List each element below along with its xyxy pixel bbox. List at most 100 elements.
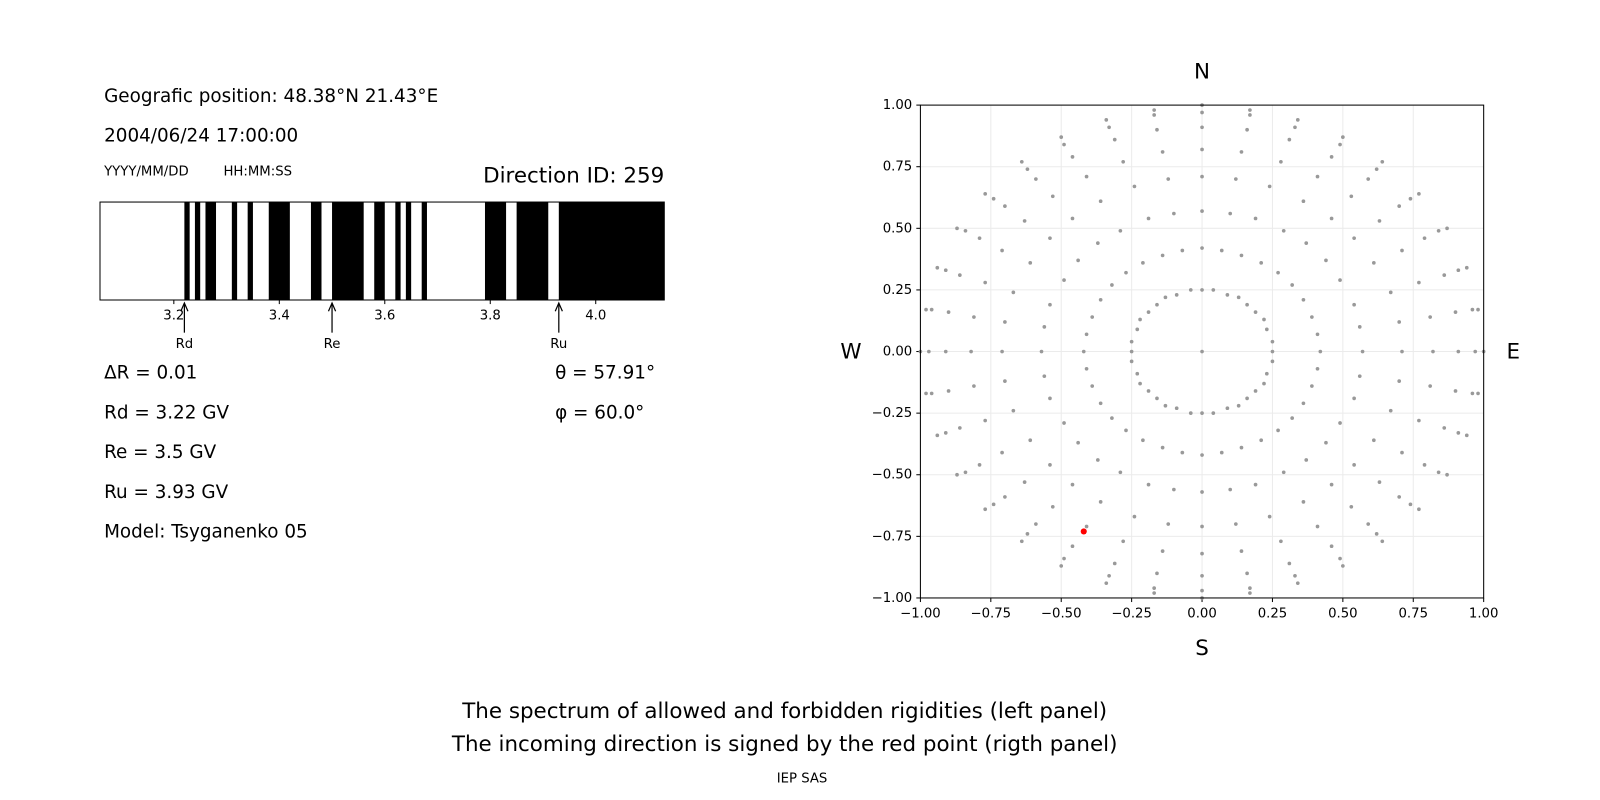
direction-point [1276, 428, 1280, 433]
direction-point [1264, 327, 1269, 332]
direction-point [958, 273, 962, 277]
direction-point [1135, 371, 1140, 376]
direction-point [1011, 290, 1016, 295]
direction-point [935, 433, 940, 438]
x-tick-label: 0.00 [1187, 606, 1217, 621]
marker-arrowhead [327, 301, 337, 312]
direction-point [1357, 325, 1362, 329]
direction-point [1211, 288, 1216, 292]
direction-point [1270, 359, 1275, 364]
direction-point [1050, 504, 1055, 509]
direction-point [1341, 135, 1345, 139]
direction-point [1352, 396, 1356, 401]
direction-point [1080, 528, 1087, 535]
direction-point [1107, 573, 1111, 578]
x-tick-label: −0.25 [1111, 606, 1152, 621]
direction-point [1453, 389, 1458, 393]
direction-point [1276, 270, 1280, 275]
direction-point [1380, 159, 1385, 164]
direction-point [1070, 482, 1075, 487]
direction-point [1200, 147, 1204, 152]
direction-point [1000, 450, 1004, 455]
x-tick-label: −0.50 [1041, 606, 1082, 621]
direction-point [1341, 564, 1345, 568]
direction-point [983, 418, 988, 423]
direction-point [1239, 445, 1244, 450]
allowed-band [558, 202, 665, 300]
direction-point [1096, 458, 1100, 462]
allowed-band [194, 202, 201, 300]
direction-point [1310, 384, 1314, 388]
direction-point [1388, 290, 1393, 295]
direction-point [1304, 458, 1309, 462]
direction-point [1352, 236, 1356, 241]
direction-point [1188, 288, 1193, 292]
direction-point [1211, 411, 1216, 415]
direction-point [1107, 125, 1111, 130]
direction-point [1000, 248, 1004, 253]
direction-point [1062, 421, 1066, 425]
direction-point [1200, 125, 1204, 130]
allowed-band [231, 202, 238, 300]
allowed-band [421, 202, 427, 300]
direction-point [1470, 391, 1475, 396]
direction-point [1219, 248, 1224, 253]
direction-point [1098, 199, 1103, 204]
direction-point [1118, 470, 1123, 475]
direction-point [1200, 453, 1204, 457]
direction-point [1236, 295, 1241, 300]
direction-point [1338, 278, 1342, 282]
direction-point [1028, 438, 1033, 443]
direction-point [1318, 349, 1323, 354]
direction-point [1239, 150, 1244, 154]
direction-point [1003, 379, 1007, 383]
compass-east: E [1506, 340, 1520, 365]
direction-point [1152, 113, 1156, 117]
direction-point [1110, 283, 1114, 287]
direction-point [1141, 438, 1145, 443]
direction-point [1253, 216, 1258, 221]
direction-point [1267, 514, 1272, 519]
x-tick-label: 1.00 [1469, 606, 1499, 621]
direction-point [1329, 155, 1334, 159]
direction-point [1357, 374, 1362, 379]
direction-point [1436, 228, 1441, 233]
allowed-band [484, 202, 507, 300]
direction-point [963, 228, 968, 233]
phi: φ = 60.0° [555, 402, 644, 423]
direction-point [1225, 293, 1230, 297]
y-tick-label: 0.25 [883, 283, 913, 298]
direction-point [1445, 226, 1449, 231]
x-tick-label: 3.2 [163, 308, 184, 323]
direction-point [1431, 349, 1435, 354]
x-tick-label: 0.75 [1399, 606, 1429, 621]
direction-point [1146, 216, 1151, 221]
direction-point [1160, 549, 1165, 553]
direction-point [1371, 260, 1376, 265]
direction-point [1132, 514, 1137, 519]
direction-point [1442, 426, 1447, 430]
direction-point [1070, 544, 1075, 549]
direction-point [924, 307, 928, 312]
direction-point [1152, 591, 1156, 595]
ru: Ru = 3.93 GV [104, 482, 229, 503]
direction-point [1155, 396, 1159, 401]
direction-point [943, 431, 948, 435]
y-tick-label: −1.00 [872, 591, 913, 606]
direction-point [946, 310, 951, 314]
theta: θ = 57.91° [555, 362, 655, 383]
allowed-band [395, 202, 401, 300]
direction-point [1124, 270, 1128, 275]
allowed-band [184, 202, 190, 300]
direction-point [1050, 194, 1055, 199]
direction-point [1442, 273, 1447, 277]
direction-point [1301, 500, 1306, 504]
direction-point [1245, 302, 1249, 307]
direction-point [1098, 401, 1103, 406]
direction-point [1200, 524, 1204, 529]
direction-point [1397, 379, 1402, 383]
direction-point [1262, 317, 1266, 322]
direction-point [1059, 564, 1064, 568]
direction-point [924, 391, 928, 396]
